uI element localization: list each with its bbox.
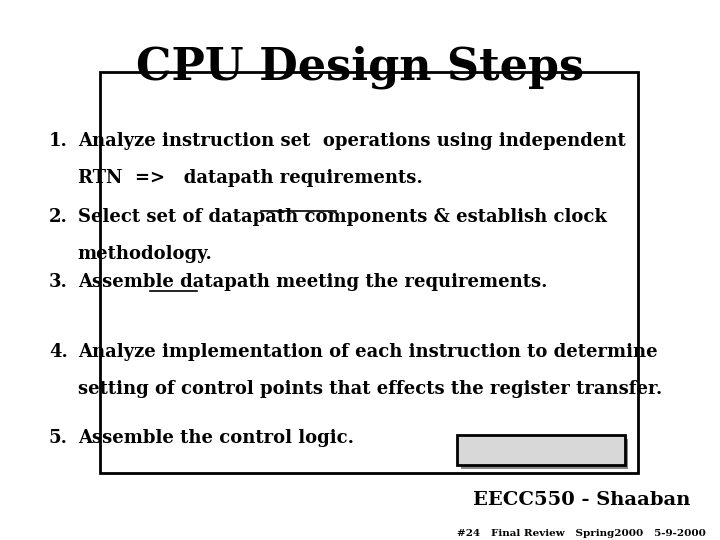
Text: 4.: 4. (49, 343, 68, 361)
Text: Assemble datapath meeting the requirements.: Assemble datapath meeting the requiremen… (78, 273, 547, 291)
Text: Select set of datapath components & establish clock: Select set of datapath components & esta… (78, 208, 607, 226)
Text: 5.: 5. (49, 429, 68, 447)
Text: 1.: 1. (49, 132, 68, 150)
Text: EECC550 - Shaaban: EECC550 - Shaaban (473, 491, 690, 509)
Text: methodology.: methodology. (78, 245, 212, 262)
Text: CPU Design Steps: CPU Design Steps (136, 46, 584, 89)
Text: #24   Final Review   Spring2000   5-9-2000: #24 Final Review Spring2000 5-9-2000 (457, 529, 706, 538)
Text: RTN  =>   datapath requirements.: RTN => datapath requirements. (78, 169, 423, 187)
Text: 3.: 3. (49, 273, 68, 291)
Text: 2.: 2. (49, 208, 68, 226)
FancyBboxPatch shape (457, 435, 624, 465)
FancyBboxPatch shape (461, 438, 629, 469)
Text: Analyze implementation of each instruction to determine: Analyze implementation of each instructi… (78, 343, 657, 361)
Text: Assemble the control logic.: Assemble the control logic. (78, 429, 354, 447)
Text: Analyze instruction set  operations using independent: Analyze instruction set operations using… (78, 132, 626, 150)
FancyBboxPatch shape (100, 72, 638, 473)
Text: setting of control points that effects the register transfer.: setting of control points that effects t… (78, 380, 662, 397)
